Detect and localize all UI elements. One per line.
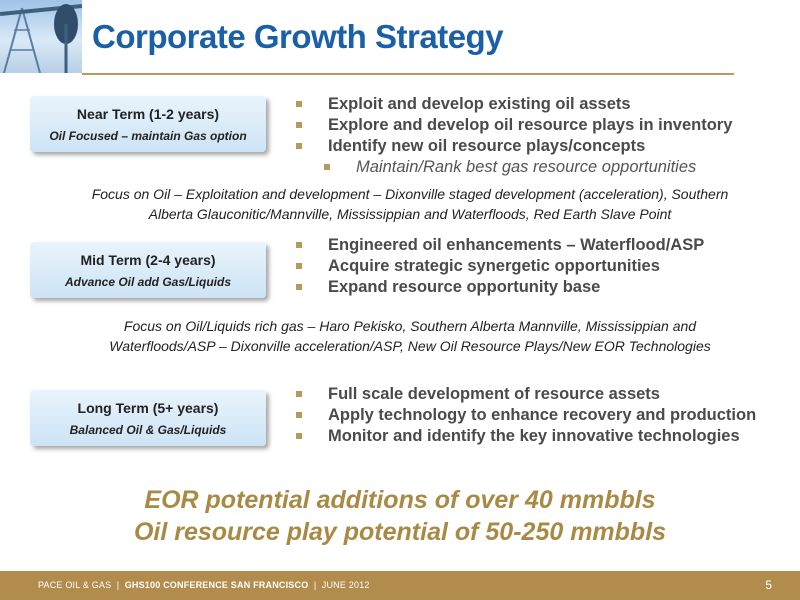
list-item: Apply technology to enhance recovery and… xyxy=(294,405,756,426)
mid-term-bullets: Engineered oil enhancements – Waterflood… xyxy=(294,235,704,298)
list-item: Engineered oil enhancements – Waterflood… xyxy=(294,235,704,256)
eor-highlight: EOR potential additions of over 40 mmbbl… xyxy=(144,486,656,514)
near-term-title: Near Term (1-2 years) xyxy=(76,106,220,122)
focus-line: Focus on Oil – Exploitation and developm… xyxy=(91,186,729,202)
long-term-box: Long Term (5+ years) Balanced Oil & Gas/… xyxy=(30,390,266,446)
oil-pumpjack-icon xyxy=(0,0,82,73)
long-term-title: Long Term (5+ years) xyxy=(77,400,219,416)
square-bullet-icon xyxy=(296,143,302,149)
near-term-box: Near Term (1-2 years) Oil Focused – main… xyxy=(30,96,266,152)
footer-text: PACE OIL & GAS | GHS100 CONFERENCE SAN F… xyxy=(38,580,370,590)
page-title: Corporate Growth Strategy xyxy=(92,18,504,55)
square-bullet-icon xyxy=(296,122,302,128)
bullet-text: Apply technology to enhance recovery and… xyxy=(328,406,757,424)
bullet-text: Identify new oil resource plays/concepts xyxy=(328,137,646,155)
square-bullet-icon xyxy=(296,412,302,418)
mid-term-title: Mid Term (2-4 years) xyxy=(80,252,216,268)
footer-company: PACE OIL & GAS xyxy=(38,580,112,590)
focus-line: Waterfloods/ASP – Dixonville acceleratio… xyxy=(109,338,711,354)
footer-date: JUNE 2012 xyxy=(321,580,370,590)
footer-bar: PACE OIL & GAS | GHS100 CONFERENCE SAN F… xyxy=(0,571,800,600)
mid-term-subtitle: Advance Oil add Gas/Liquids xyxy=(64,275,232,289)
bullet-text: Expand resource opportunity base xyxy=(328,278,601,296)
mid-term-focus: Focus on Oil/Liquids rich gas – Haro Pek… xyxy=(40,316,780,356)
near-term-bullets: Exploit and develop existing oil assets … xyxy=(294,94,732,178)
square-bullet-icon xyxy=(296,101,302,107)
bullet-text: Engineered oil enhancements – Waterflood… xyxy=(328,236,705,254)
list-item: Acquire strategic synergetic opportuniti… xyxy=(294,256,704,277)
list-item: Identify new oil resource plays/concepts xyxy=(294,136,732,157)
square-bullet-icon xyxy=(296,391,302,397)
list-item: Full scale development of resource asset… xyxy=(294,384,756,405)
resource-play-highlight: Oil resource play potential of 50-250 mm… xyxy=(133,518,667,546)
square-bullet-icon xyxy=(296,284,302,290)
square-bullet-icon xyxy=(296,242,302,248)
bullet-text: Acquire strategic synergetic opportuniti… xyxy=(328,257,660,275)
long-term-bullets: Full scale development of resource asset… xyxy=(294,384,756,447)
footer-separator: | xyxy=(116,580,120,590)
bullet-text: Full scale development of resource asset… xyxy=(328,385,660,403)
bullet-text: Monitor and identify the key innovative … xyxy=(328,427,740,445)
bullet-text: Explore and develop oil resource plays i… xyxy=(328,116,733,134)
square-bullet-icon xyxy=(324,164,330,170)
bullet-text: Maintain/Rank best gas resource opportun… xyxy=(356,158,697,176)
focus-line: Alberta Glauconitic/Mannville, Mississip… xyxy=(148,206,672,222)
page-number: 5 xyxy=(765,578,772,592)
bullet-text: Exploit and develop existing oil assets xyxy=(328,95,631,113)
mid-term-box: Mid Term (2-4 years) Advance Oil add Gas… xyxy=(30,242,266,298)
sub-list-item: Maintain/Rank best gas resource opportun… xyxy=(294,157,732,178)
list-item: Expand resource opportunity base xyxy=(294,277,704,298)
long-term-subtitle: Balanced Oil & Gas/Liquids xyxy=(69,423,227,437)
title-divider xyxy=(82,73,734,75)
near-term-focus: Focus on Oil – Exploitation and developm… xyxy=(40,184,780,224)
focus-line: Focus on Oil/Liquids rich gas – Haro Pek… xyxy=(123,318,697,334)
footer-conference: GHS100 CONFERENCE SAN FRANCISCO xyxy=(124,580,309,590)
list-item: Explore and develop oil resource plays i… xyxy=(294,115,732,136)
near-term-subtitle: Oil Focused – maintain Gas option xyxy=(49,129,247,143)
square-bullet-icon xyxy=(296,433,302,439)
list-item: Monitor and identify the key innovative … xyxy=(294,426,756,447)
list-item: Exploit and develop existing oil assets xyxy=(294,94,732,115)
footer-separator: | xyxy=(313,580,317,590)
square-bullet-icon xyxy=(296,263,302,269)
